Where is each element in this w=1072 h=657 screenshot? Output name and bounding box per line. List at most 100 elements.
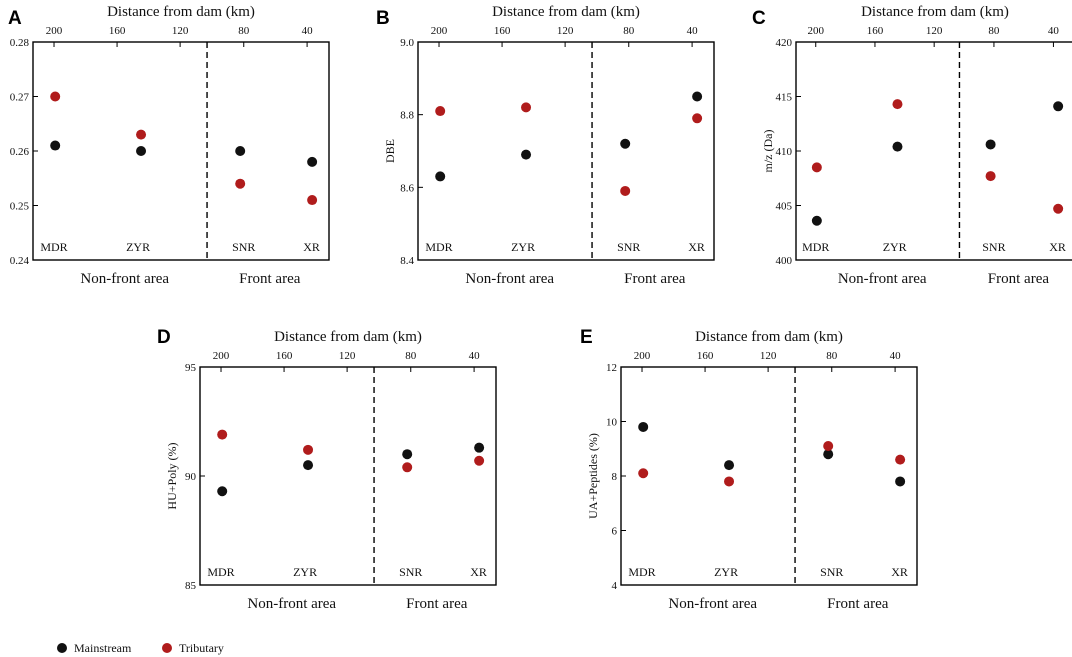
y-tick-label: 4 <box>612 580 618 592</box>
site-label: XR <box>1049 240 1066 254</box>
site-label: SNR <box>617 240 640 254</box>
top-tick-label: 120 <box>172 25 189 37</box>
mainstream-point <box>638 421 649 432</box>
plot-frame <box>32 41 330 261</box>
panel-letter: D <box>157 327 171 348</box>
tributary-point <box>638 468 649 479</box>
mainstream-point <box>235 146 246 156</box>
y-tick-label: 410 <box>776 146 793 158</box>
site-label: ZYR <box>714 565 738 579</box>
site-label: MDR <box>802 240 829 254</box>
plot-frame <box>620 366 918 586</box>
mainstream-point <box>521 149 532 160</box>
y-tick-label: 8.4 <box>400 255 414 267</box>
plot-frame <box>199 366 497 586</box>
area-label-front: Front area <box>239 271 301 287</box>
mainstream-point <box>217 486 228 497</box>
plot-frame <box>795 41 1072 261</box>
top-tick-label: 200 <box>807 25 824 37</box>
site-label: ZYR <box>293 565 317 579</box>
site-label: SNR <box>232 240 255 254</box>
legend-marker-mainstream <box>57 643 67 653</box>
y-axis-label: DBE <box>383 139 397 163</box>
top-tick-label: 40 <box>1048 25 1060 37</box>
mainstream-point <box>1053 101 1064 112</box>
panel-a: A Distance from dam (km) 200 160 120 80 40 0.24… <box>0 4 330 287</box>
y-tick-label: 8.6 <box>400 182 414 194</box>
site-label: XR <box>303 240 320 254</box>
mainstream-point <box>724 460 735 471</box>
site-label: MDR <box>207 565 234 579</box>
tributary-point <box>235 178 246 189</box>
site-label: ZYR <box>883 240 907 254</box>
top-tick-label: 80 <box>623 25 635 37</box>
legend-label-tributary: Tributary <box>179 641 224 655</box>
tributary-point <box>402 462 413 473</box>
panel-b: B Distance from dam (km) 200 160 120 80 40 8.4 8… <box>376 4 715 287</box>
panel-d: D Distance from dam (km) 200 160 120 80 40 85 90… <box>157 327 497 612</box>
tributary-point <box>724 476 735 487</box>
y-tick-label: 420 <box>776 37 793 49</box>
tributary-point <box>895 454 906 465</box>
top-tick-label: 40 <box>890 350 902 362</box>
site-label: SNR <box>820 565 843 579</box>
top-tick-label: 160 <box>867 25 884 37</box>
area-label-front: Front area <box>406 596 468 612</box>
y-tick-label: 0.24 <box>10 255 30 267</box>
mainstream-point <box>50 140 61 151</box>
y-axis-label: HU+Poly (%) <box>165 442 179 509</box>
mainstream-point <box>474 442 485 453</box>
site-label: MDR <box>40 240 67 254</box>
site-label: MDR <box>628 565 655 579</box>
tributary-point <box>474 455 485 466</box>
mainstream-point <box>303 460 314 471</box>
tributary-point <box>136 129 147 140</box>
tributary-point <box>307 195 318 206</box>
site-label: MDR <box>425 240 452 254</box>
top-tick-label: 40 <box>469 350 481 362</box>
y-tick-label: 400 <box>776 255 793 267</box>
mainstream-point <box>620 138 631 149</box>
top-tick-label: 200 <box>634 350 651 362</box>
y-axis-label: m/z (Da) <box>761 130 775 173</box>
top-tick-label: 80 <box>988 25 1000 37</box>
mainstream-point <box>892 141 903 152</box>
tributary-point <box>692 113 703 124</box>
top-tick-label: 40 <box>687 25 699 37</box>
top-tick-label: 200 <box>213 350 230 362</box>
top-tick-label: 160 <box>109 25 126 37</box>
panel-letter: A <box>8 8 22 29</box>
tributary-point <box>50 91 61 102</box>
area-label-nonfront: Non-front area <box>80 271 169 287</box>
plot-frame <box>417 41 715 261</box>
area-label-front: Front area <box>827 596 889 612</box>
tributary-point <box>620 185 631 196</box>
site-label: ZYR <box>126 240 150 254</box>
tributary-point <box>892 99 903 110</box>
tributary-point <box>985 171 996 182</box>
mainstream-point <box>136 146 147 156</box>
top-tick-label: 120 <box>557 25 574 37</box>
y-tick-label: 10 <box>606 417 618 429</box>
mainstream-point <box>985 139 996 150</box>
top-tick-label: 80 <box>405 350 417 362</box>
y-tick-label: 405 <box>776 201 793 213</box>
mainstream-point <box>823 449 834 460</box>
mainstream-point <box>307 156 318 167</box>
area-label-nonfront: Non-front area <box>247 596 336 612</box>
tributary-point <box>435 106 446 117</box>
mainstream-point <box>692 91 703 102</box>
top-tick-label: 80 <box>826 350 838 362</box>
top-tick-label: 120 <box>926 25 943 37</box>
legend: Mainstream Tributary <box>57 641 224 655</box>
tributary-point <box>823 441 834 452</box>
site-label: SNR <box>399 565 422 579</box>
site-label: XR <box>891 565 908 579</box>
y-axis-label: UA+Peptides (%) <box>586 433 600 519</box>
area-label-nonfront: Non-front area <box>465 271 554 287</box>
tributary-point <box>811 162 822 173</box>
y-tick-label: 0.28 <box>10 37 30 49</box>
area-label-front: Front area <box>988 271 1050 287</box>
tributary-point <box>303 444 314 455</box>
